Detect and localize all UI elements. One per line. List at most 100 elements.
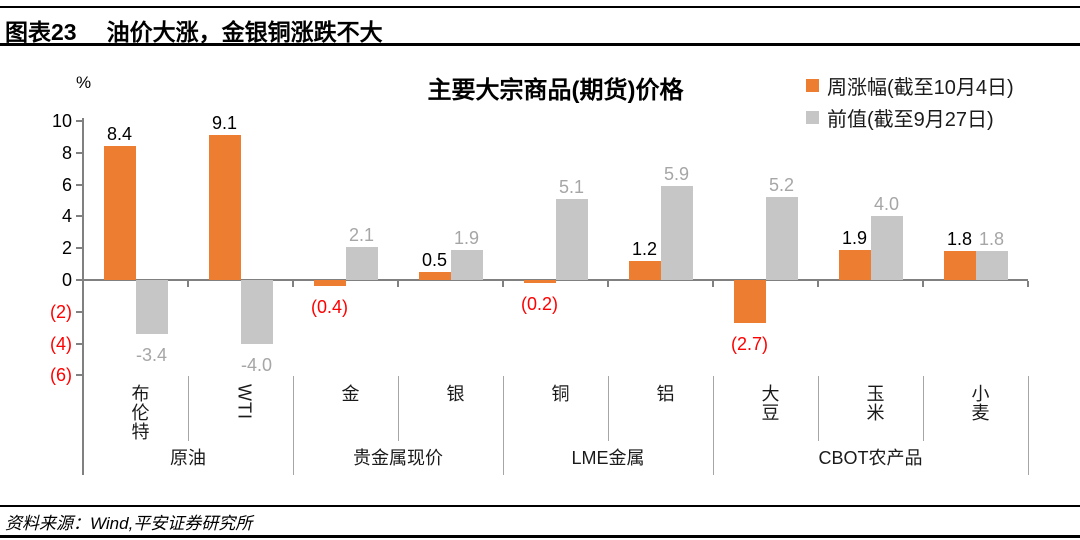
x-axis-tick <box>187 281 189 287</box>
category-separator <box>188 376 189 441</box>
bar-value-label: 2.1 <box>348 224 375 245</box>
bar-prev <box>870 216 903 280</box>
bar-prev <box>240 280 273 344</box>
bar-value-label: 4.0 <box>873 194 900 215</box>
x-axis-tick <box>607 281 609 287</box>
top-rule <box>0 6 1080 8</box>
y-tick-mark <box>76 374 83 377</box>
y-axis-line <box>82 118 84 475</box>
bar-week <box>418 272 451 280</box>
legend-label: 周涨幅(截至10月4日) <box>827 76 1014 99</box>
bar-prev <box>450 249 483 280</box>
bar-week <box>208 135 241 280</box>
category-separator <box>398 376 399 441</box>
x-axis-tick <box>502 281 504 287</box>
bar-value-label: (0.2) <box>520 294 558 315</box>
bar-value-label: 5.9 <box>663 164 690 185</box>
y-tick-mark <box>76 247 83 250</box>
group-label: 原油 <box>170 448 206 468</box>
x-axis-tick <box>1027 281 1029 287</box>
bar-week <box>628 260 661 280</box>
x-axis-tick <box>922 281 924 287</box>
category-separator <box>608 376 609 441</box>
y-tick-label: 4 <box>61 206 72 227</box>
bar-week <box>103 146 136 280</box>
group-separator <box>503 376 504 475</box>
source-note: 资料来源：Wind,平安证券研究所 <box>5 514 253 533</box>
y-tick-mark <box>76 342 83 345</box>
bar-value-label: (2.7) <box>730 333 768 354</box>
y-tick-label: 2 <box>61 238 72 259</box>
group-label: LME金属 <box>571 448 645 468</box>
category-label: 铜 <box>549 384 570 403</box>
category-label: 布伦特 <box>129 384 150 441</box>
legend-label: 前值(截至9月27日) <box>827 108 994 131</box>
bar-value-label: 9.1 <box>211 113 238 134</box>
bar-week <box>313 280 346 287</box>
bar-prev <box>555 198 588 280</box>
bar-week <box>943 251 976 280</box>
figure-title: 油价大涨，金银铜涨跌不大 <box>106 19 383 45</box>
y-tick-mark <box>76 120 83 122</box>
chart-title: 主要大宗商品(期货)价格 <box>427 77 684 104</box>
footer-rule-bottom <box>0 535 1080 538</box>
category-label: 大豆 <box>759 384 780 422</box>
x-axis-tick <box>397 281 399 287</box>
bar-value-label: -3.4 <box>135 345 168 366</box>
x-axis-tick <box>712 281 714 287</box>
figure-header: 图表23 油价大涨，金银铜涨跌不大 <box>5 13 383 47</box>
category-label: WTI <box>234 384 255 420</box>
y-axis-unit-label: % <box>76 73 92 92</box>
y-tick-mark <box>76 310 83 313</box>
legend-swatch-prev <box>806 110 819 124</box>
bar-week <box>523 280 556 284</box>
bar-value-label: 8.4 <box>106 124 133 145</box>
legend-swatch-week <box>806 78 819 92</box>
y-tick-mark <box>76 151 83 154</box>
group-separator <box>293 376 294 475</box>
bar-value-label: 0.5 <box>421 250 448 271</box>
bar-value-label: -4.0 <box>240 354 273 375</box>
category-separator <box>923 376 924 441</box>
legend-item: 周涨幅(截至10月4日) <box>806 70 1014 100</box>
legend-item: 前值(截至9月27日) <box>806 102 994 132</box>
bar-prev <box>345 246 378 280</box>
y-tick-label: 6 <box>61 174 72 195</box>
category-separator <box>818 376 819 441</box>
y-tick-mark <box>76 279 83 281</box>
category-label: 铝 <box>654 384 675 403</box>
bar-prev <box>135 280 168 335</box>
category-label: 银 <box>444 384 465 403</box>
bar-prev <box>975 251 1008 280</box>
y-tick-mark <box>76 183 83 186</box>
y-tick-label: 0 <box>61 270 72 290</box>
bar-value-label: (0.4) <box>310 297 348 318</box>
bar-value-label: 5.1 <box>558 176 585 197</box>
bar-value-label: 1.9 <box>841 227 868 248</box>
group-label: CBOT农产品 <box>818 448 923 468</box>
y-tick-label: 8 <box>61 142 72 163</box>
y-tick-label: 10 <box>51 111 72 131</box>
footer-rule-top <box>0 505 1080 507</box>
bar-value-label: 1.8 <box>978 229 1005 250</box>
group-separator <box>713 376 714 475</box>
x-axis-tick <box>292 281 294 287</box>
bar-week <box>838 249 871 280</box>
bar-value-label: 1.2 <box>631 238 658 259</box>
y-tick-label: (4) <box>50 333 72 354</box>
category-label: 金 <box>339 384 360 403</box>
category-label: 小麦 <box>969 384 990 422</box>
group-separator <box>1028 376 1029 475</box>
category-label: 玉米 <box>864 384 885 422</box>
bar-week <box>733 280 766 323</box>
y-tick-mark <box>76 215 83 218</box>
bar-prev <box>660 186 693 280</box>
bar-prev <box>765 197 798 280</box>
group-label: 贵金属现价 <box>353 448 443 468</box>
bar-value-label: 1.8 <box>946 229 973 250</box>
y-tick-label: (6) <box>50 365 72 386</box>
bar-value-label: 5.2 <box>768 175 795 196</box>
x-axis-tick <box>817 281 819 287</box>
